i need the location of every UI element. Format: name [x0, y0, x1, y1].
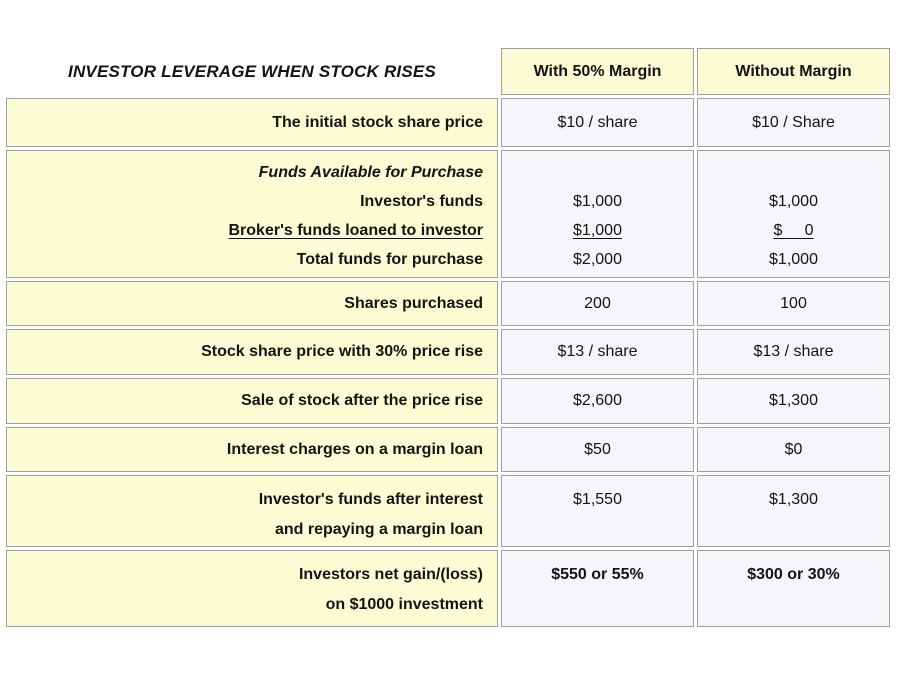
value-with-margin: $13 / share: [501, 329, 694, 375]
value-with-margin: $1,000 $1,000 $2,000: [501, 150, 694, 278]
value-without-margin: $1,300: [697, 475, 890, 547]
row-interest-charges: Interest charges on a margin loan $50 $0: [6, 427, 890, 472]
row-label: Interest charges on a margin loan: [6, 427, 498, 472]
funds-total-value: $1,000: [769, 251, 818, 268]
row-label: Sale of stock after the price rise: [6, 378, 498, 424]
funds-line-investor: Investor's funds: [360, 193, 483, 210]
funds-heading: Funds Available for Purchase: [258, 164, 483, 181]
value-without-margin: $1,000 $ 0 $1,000: [697, 150, 890, 278]
row-label: Stock share price with 30% price rise: [6, 329, 498, 375]
funds-investor-value: $1,000: [573, 193, 622, 210]
row-funds-available: Funds Available for Purchase Investor's …: [6, 150, 890, 278]
label-line-2: and repaying a margin loan: [274, 521, 483, 538]
label-line-2: on $1000 investment: [325, 596, 483, 613]
row-label: Funds Available for Purchase Investor's …: [6, 150, 498, 278]
value-with-margin: $2,600: [501, 378, 694, 424]
spacer: [699, 158, 888, 187]
table-title: INVESTOR LEVERAGE WHEN STOCK RISES: [68, 61, 436, 81]
funds-broker-value: $1,000: [573, 222, 622, 239]
value-without-margin: $0: [697, 427, 890, 472]
row-net-gain: Investors net gain/(loss) on $1000 inves…: [6, 550, 890, 627]
value-without-margin: $1,300: [697, 378, 890, 424]
row-label: Shares purchased: [6, 281, 498, 326]
funds-investor-value: $1,000: [769, 193, 818, 210]
row-price-rise: Stock share price with 30% price rise $1…: [6, 329, 890, 375]
funds-line-broker: Broker's funds loaned to investor: [228, 222, 483, 239]
value-with-margin: $50: [501, 427, 694, 472]
leverage-table: INVESTOR LEVERAGE WHEN STOCK RISES With …: [3, 45, 893, 630]
header-row: INVESTOR LEVERAGE WHEN STOCK RISES With …: [6, 48, 890, 95]
row-initial-price: The initial stock share price $10 / shar…: [6, 98, 890, 147]
value-with-margin: 200: [501, 281, 694, 326]
value-with-margin: $1,550: [501, 475, 694, 547]
row-label: Investor's funds after interest and repa…: [6, 475, 498, 547]
row-shares-purchased: Shares purchased 200 100: [6, 281, 890, 326]
funds-broker-value: $ 0: [773, 222, 814, 239]
label-line-1: Investors net gain/(loss): [298, 566, 483, 583]
value-without-margin: 100: [697, 281, 890, 326]
funds-total-value: $2,000: [573, 251, 622, 268]
row-sale: Sale of stock after the price rise $2,60…: [6, 378, 890, 424]
column-header-without-margin: Without Margin: [697, 48, 890, 95]
funds-line-total: Total funds for purchase: [296, 251, 483, 268]
value-without-margin: $10 / Share: [697, 98, 890, 147]
column-header-with-margin: With 50% Margin: [501, 48, 694, 95]
value-with-margin: $10 / share: [501, 98, 694, 147]
row-funds-after-interest: Investor's funds after interest and repa…: [6, 475, 890, 547]
spacer: [503, 158, 692, 187]
row-label: Investors net gain/(loss) on $1000 inves…: [6, 550, 498, 627]
value-without-margin: $13 / share: [697, 329, 890, 375]
value-with-margin: $550 or 55%: [501, 550, 694, 627]
value-without-margin: $300 or 30%: [697, 550, 890, 627]
row-label: The initial stock share price: [6, 98, 498, 147]
label-line-1: Investor's funds after interest: [258, 491, 483, 508]
